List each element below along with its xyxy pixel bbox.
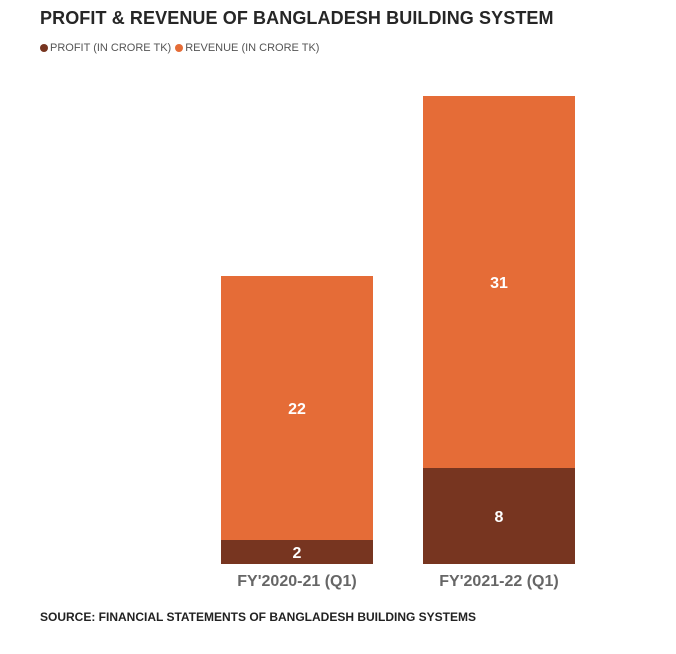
- legend-label-revenue: REVENUE (IN CRORE TK): [185, 42, 320, 54]
- data-label-revenue-2: 31: [490, 275, 508, 292]
- legend-swatch-profit: [40, 44, 48, 52]
- data-label-profit-1: 2: [293, 545, 302, 562]
- bar-revenue-1: [221, 276, 373, 540]
- bar-profit-2: [423, 468, 575, 564]
- bar-revenue-2: [423, 96, 575, 468]
- bar-profit-1: [221, 540, 373, 564]
- chart-legend: PROFIT (IN CRORE TK) REVENUE (IN CRORE T…: [40, 42, 323, 54]
- legend-label-profit: PROFIT (IN CRORE TK): [50, 42, 172, 54]
- chart-title: PROFIT & REVENUE OF BANGLADESH BUILDING …: [40, 8, 554, 28]
- source-note: SOURCE: FINANCIAL STATEMENTS OF BANGLADE…: [40, 610, 477, 624]
- data-label-revenue-1: 22: [288, 401, 306, 418]
- x-tick-label-1: FY'2020-21 (Q1): [237, 573, 356, 590]
- legend-swatch-revenue: [175, 44, 184, 52]
- legend-item-profit: PROFIT (IN CRORE TK): [40, 42, 171, 54]
- legend-item-revenue: REVENUE (IN CRORE TK): [175, 42, 319, 54]
- x-tick-label-2: FY'2021-22 (Q1): [439, 573, 558, 590]
- data-label-profit-2: 8: [495, 509, 504, 526]
